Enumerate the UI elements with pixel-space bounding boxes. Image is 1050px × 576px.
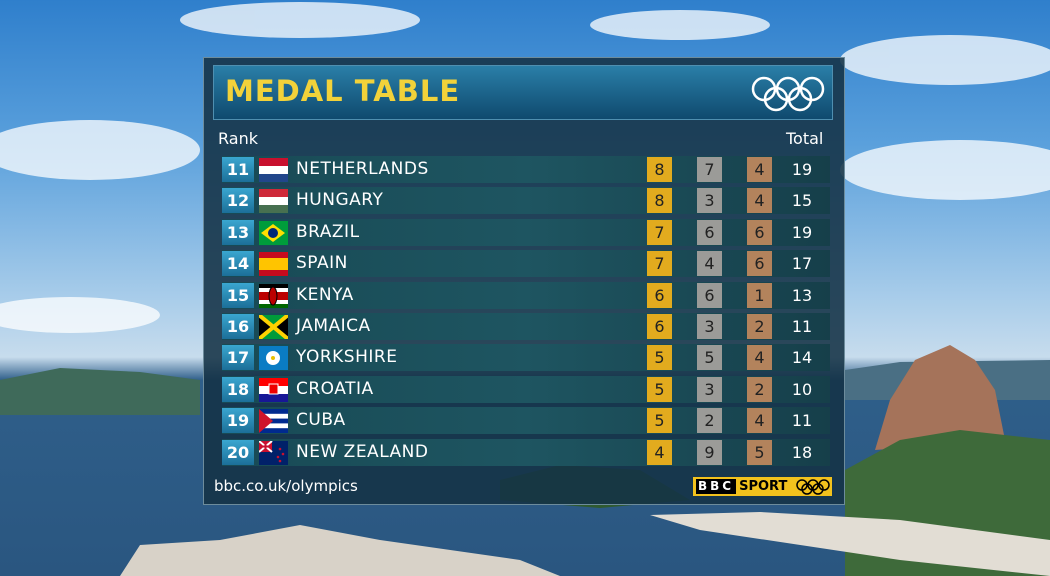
table-row [222,156,830,183]
bronze-count: 4 [747,408,772,434]
bronze-count: 4 [747,345,772,371]
bronze-count: 4 [747,157,772,182]
rank: 16 [222,314,254,339]
bronze-count: 2 [747,314,772,339]
total-count: 15 [791,191,813,211]
table-row [222,313,830,340]
country-name: SPAIN [296,253,348,274]
silver-count: 4 [697,251,722,277]
table-row [222,281,830,309]
country-name: CROATIA [296,378,374,399]
silver-count: 3 [697,314,722,339]
table-row [222,187,830,215]
title-bar [213,65,833,120]
bronze-count: 6 [747,219,772,245]
rank: 20 [222,439,254,465]
gold-count: 5 [647,376,672,402]
total-count: 11 [791,411,813,431]
gold-count: 5 [647,345,672,371]
bronze-count: 2 [747,376,772,402]
silver-count: 3 [697,376,722,402]
rank: 11 [222,157,254,182]
table-row [222,407,830,435]
total-count: 13 [791,285,813,305]
total-count: 10 [791,379,813,399]
country-name: CUBA [296,410,346,431]
country-name: NETHERLANDS [296,159,429,179]
rank: 17 [222,345,254,371]
gold-count: 6 [647,314,672,339]
table-row [222,375,830,403]
total-header: Total [786,129,824,148]
country-name: BRAZIL [296,221,360,242]
rank: 14 [222,251,254,277]
flag [259,220,288,245]
silver-count: 3 [697,188,722,214]
silver-count: 2 [697,408,722,434]
bronze-count: 1 [747,282,772,308]
gold-count: 4 [647,439,672,465]
total-count: 14 [791,348,813,368]
bronze-count: 4 [747,188,772,214]
flag [259,189,288,214]
rank: 15 [222,282,254,308]
flag [259,440,288,465]
flag [259,315,288,339]
flag [259,346,288,371]
silver-count: 5 [697,345,722,371]
flag [259,252,288,277]
logo-bbc: BBC [696,479,737,494]
total-count: 17 [791,254,813,274]
rank: 13 [222,219,254,245]
table-row [222,250,830,278]
table-row [222,218,830,246]
silver-count: 6 [697,282,722,308]
total-count: 11 [791,317,813,336]
gold-count: 7 [647,251,672,277]
title: MEDAL TABLE [225,74,461,108]
gold-count: 8 [647,157,672,182]
table-row [222,344,830,372]
gold-count: 8 [647,188,672,214]
total-count: 19 [791,222,813,242]
olympic-rings [751,76,825,112]
flag [259,377,288,402]
rank: 19 [222,408,254,434]
silver-count: 9 [697,439,722,465]
country-name: NEW ZEALAND [296,441,429,462]
table-row [222,438,830,466]
flag [259,283,288,308]
country-name: YORKSHIRE [296,347,398,368]
logo-sport: SPORT [739,479,788,494]
footer-url: bbc.co.uk/olympics [214,477,358,495]
total-count: 19 [791,160,813,179]
rank: 12 [222,188,254,214]
country-name: JAMAICA [296,316,371,336]
silver-count: 7 [697,157,722,182]
logo-rings [796,478,831,495]
rank: 18 [222,376,254,402]
silver-count: 6 [697,219,722,245]
bronze-count: 5 [747,439,772,465]
bbc-sport-logo: BBC SPORT [693,477,832,496]
country-name: HUNGARY [296,190,384,211]
gold-count: 7 [647,219,672,245]
gold-count: 5 [647,408,672,434]
bronze-count: 6 [747,251,772,277]
gold-count: 6 [647,282,672,308]
country-name: KENYA [296,284,354,305]
flag [259,158,288,182]
total-count: 18 [791,442,813,462]
rank-header: Rank [218,129,258,148]
flag [259,409,288,434]
